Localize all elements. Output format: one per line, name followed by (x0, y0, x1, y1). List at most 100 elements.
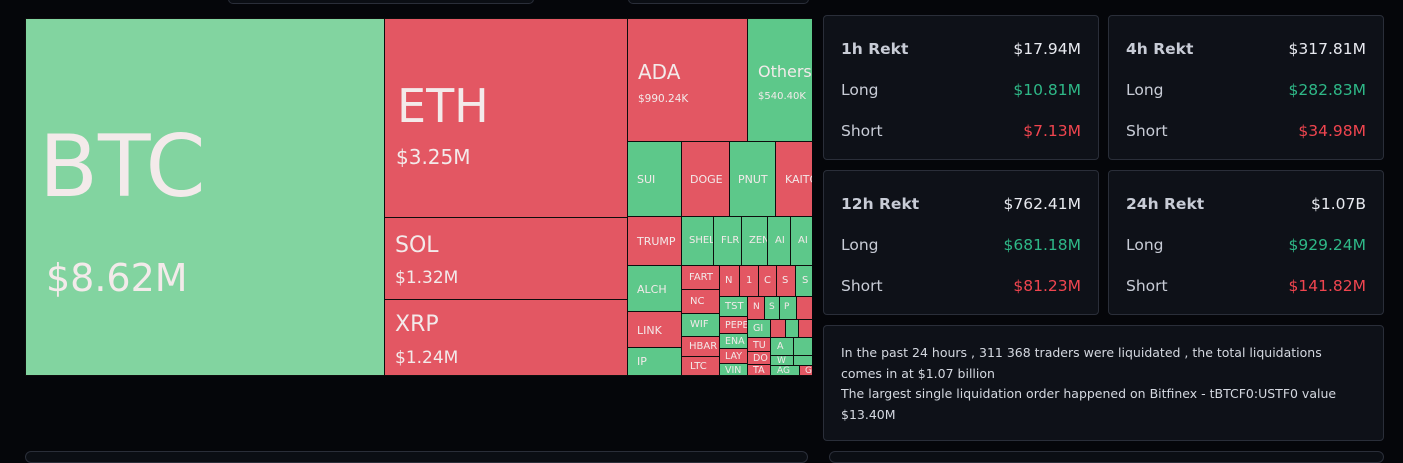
tile-small[interactable]: PNUT (729, 141, 776, 217)
short-row: Short $141.82M (1126, 277, 1366, 297)
tile-symbol: FLR (721, 235, 740, 246)
bottom-panel-edge-right (829, 451, 1384, 463)
tile-symbol: TU (753, 340, 766, 351)
tile-symbol: ETH (397, 79, 489, 133)
tile-symbol: AI (798, 235, 808, 246)
tile-symbol: NC (690, 296, 705, 307)
tile-small[interactable]: AI (790, 216, 812, 266)
bottom-panel-edge-left (25, 451, 808, 463)
tile-small[interactable] (798, 319, 812, 338)
tile-small[interactable]: IP (627, 347, 682, 376)
tile-symbol: LINK (637, 324, 662, 337)
short-row: Short $81.23M (841, 277, 1081, 297)
tile-small[interactable] (785, 319, 799, 338)
tile-small[interactable]: S (776, 265, 796, 297)
card-header: 12h Rekt $762.41M (841, 195, 1081, 215)
tile-symbol: BTC (39, 117, 206, 217)
tile-symbol: DOGE (690, 173, 723, 186)
tile-small[interactable]: SUI (627, 141, 682, 217)
tile-small[interactable]: LINK (627, 311, 682, 348)
tile-symbol: A (777, 341, 784, 352)
short-label: Short (841, 122, 883, 140)
tile-small[interactable]: TRUMP (627, 216, 682, 266)
tile-small[interactable]: S (795, 265, 812, 297)
tile-small[interactable]: DOGE (681, 141, 730, 217)
tile-symbol: VIN (725, 365, 742, 376)
tile-symbol: LTC (690, 361, 707, 372)
summary-text: In the past 24 hours , 311 368 traders w… (841, 343, 1366, 425)
tile-small[interactable]: LAY (719, 348, 748, 364)
tile-small[interactable]: N (719, 265, 740, 297)
tile-small[interactable]: G (799, 365, 812, 376)
tile-symbol: ALCH (637, 283, 667, 296)
tile-small[interactable]: N (747, 296, 765, 320)
tile-symbol: ENA (725, 336, 745, 347)
tile-small[interactable]: NC (681, 289, 720, 314)
tile-others[interactable]: Others $540.40K (747, 18, 812, 142)
tile-small[interactable]: PEPE (719, 316, 748, 334)
tile-small[interactable]: WIF (681, 313, 720, 337)
tile-small[interactable] (793, 337, 812, 356)
card-total: $17.94M (1013, 40, 1081, 58)
tile-small[interactable]: DO (747, 351, 771, 365)
tile-symbol: IP (637, 355, 647, 368)
tile-small[interactable]: ENA (719, 333, 748, 349)
tile-symbol: FART (689, 272, 714, 283)
tile-small[interactable]: FART (681, 265, 720, 290)
tile-small[interactable] (770, 319, 786, 338)
tile-small[interactable]: TA (747, 364, 771, 376)
long-label: Long (1126, 81, 1164, 99)
card-title: 1h Rekt (841, 40, 909, 58)
card-4h-rekt: 4h Rekt $317.81M Long $282.83M Short $34… (1108, 15, 1384, 160)
long-label: Long (841, 236, 879, 254)
tile-small[interactable] (796, 296, 812, 320)
card-24h-rekt: 24h Rekt $1.07B Long $929.24M Short $141… (1108, 170, 1384, 315)
card-title: 24h Rekt (1126, 195, 1205, 213)
tile-symbol: PNUT (738, 173, 768, 186)
tile-small[interactable]: 1 (739, 265, 759, 297)
short-label: Short (1126, 277, 1168, 295)
tile-ada[interactable]: ADA $990.24K (627, 18, 748, 142)
tile-xrp[interactable]: XRP $1.24M (384, 299, 628, 376)
summary-line-largest-order: The largest single liquidation order hap… (841, 386, 1337, 422)
tile-small[interactable]: A (770, 337, 794, 356)
tile-symbol: SUI (637, 173, 656, 186)
top-panel-edge-left (228, 0, 534, 4)
tile-small[interactable]: S (764, 296, 780, 320)
tile-small[interactable]: FLR (713, 216, 742, 266)
tile-small[interactable]: P (779, 296, 797, 320)
tile-value: $3.25M (396, 145, 471, 169)
tile-small[interactable]: TST (719, 296, 748, 317)
card-total: $1.07B (1310, 195, 1366, 213)
tile-symbol: SHELL (689, 235, 713, 246)
tile-symbol: ADA (638, 60, 681, 84)
tile-symbol: DO (753, 353, 768, 364)
tile-eth[interactable]: ETH $3.25M (384, 18, 628, 218)
card-title: 12h Rekt (841, 195, 920, 213)
tile-symbol: WIF (690, 319, 709, 330)
tile-sol[interactable]: SOL $1.32M (384, 217, 628, 300)
tile-small[interactable]: GI (747, 319, 771, 338)
tile-symbol: PEPE (725, 320, 748, 331)
card-12h-rekt: 12h Rekt $762.41M Long $681.18M Short $8… (823, 170, 1099, 315)
card-total: $762.41M (1003, 195, 1081, 213)
short-label: Short (1126, 122, 1168, 140)
tile-small[interactable]: HBAR (681, 336, 720, 357)
tile-symbol: ZEN (749, 235, 768, 246)
long-row: Long $929.24M (1126, 236, 1366, 256)
summary-line-traders: In the past 24 hours , 311 368 traders w… (841, 345, 1322, 381)
card-header: 4h Rekt $317.81M (1126, 40, 1366, 60)
tile-symbol: W (777, 356, 786, 366)
tile-symbol: HBAR (689, 341, 718, 352)
tile-small[interactable]: LTC (681, 356, 720, 376)
tile-small[interactable]: KAITO (775, 141, 812, 217)
tile-small[interactable]: ALCH (627, 265, 682, 312)
tile-small[interactable]: C (758, 265, 777, 297)
tile-small[interactable]: ZEN (741, 216, 768, 266)
tile-small[interactable]: TU (747, 337, 771, 352)
tile-small[interactable]: SHELL (681, 216, 714, 266)
tile-btc[interactable]: BTC $8.62M (25, 18, 385, 376)
tile-small[interactable]: AI (767, 216, 791, 266)
tile-small[interactable]: AG (770, 365, 800, 376)
tile-small[interactable]: VIN (719, 363, 748, 376)
